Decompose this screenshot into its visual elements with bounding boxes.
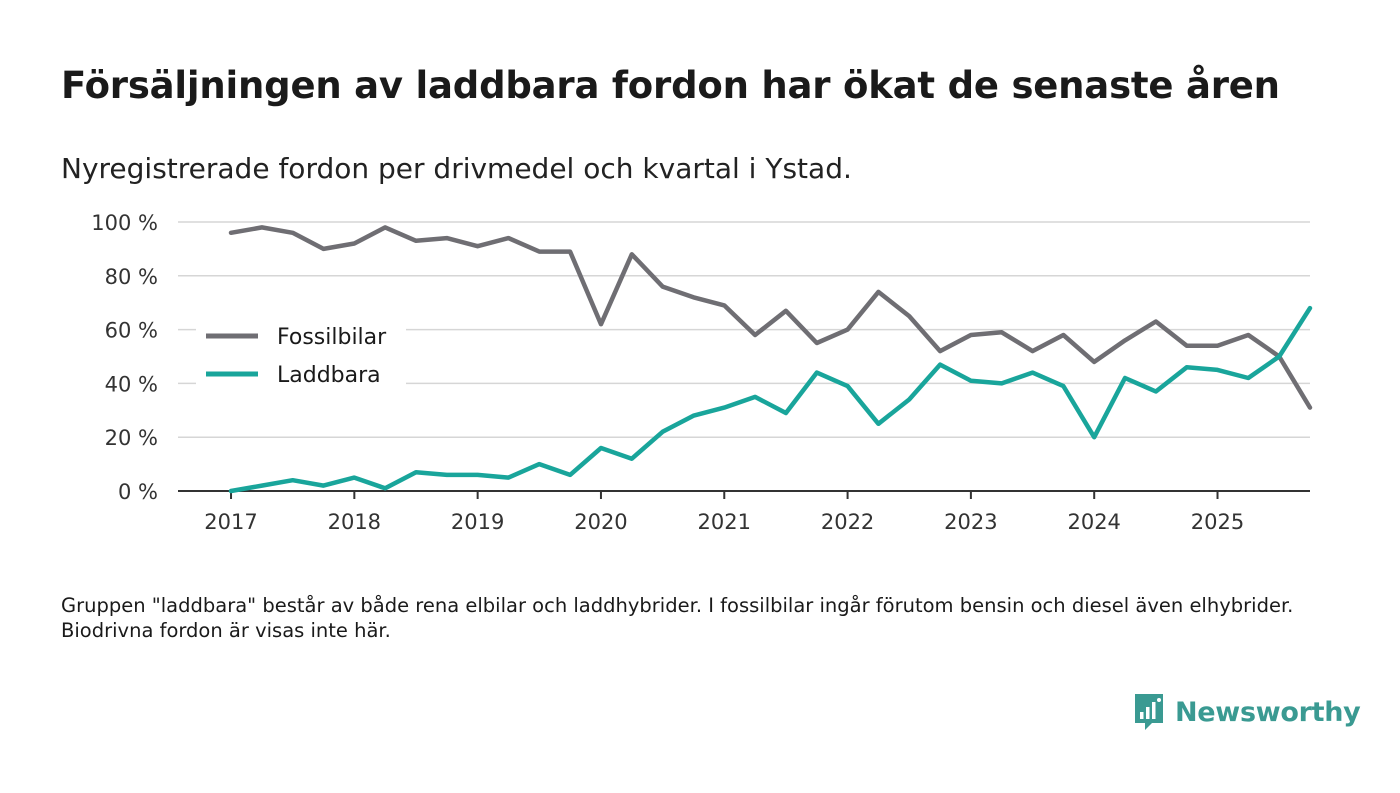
- y-tick-label: 100 %: [91, 211, 158, 235]
- x-tick-label: 2020: [574, 510, 627, 534]
- chart-title: Försäljningen av laddbara fordon har öka…: [61, 64, 1280, 107]
- y-tick-label: 80 %: [105, 265, 158, 289]
- chart-footnote: Gruppen "laddbara" består av både rena e…: [61, 594, 1294, 642]
- legend: Fossilbilar Laddbara: [196, 315, 406, 397]
- y-tick-label: 40 %: [105, 372, 158, 396]
- x-axis: 2017 2018 2019 2020 2021 2022 2023 2024 2025: [178, 490, 1310, 534]
- x-tick-label: 2023: [944, 510, 997, 534]
- x-tick-label: 2019: [451, 510, 504, 534]
- chart-subtitle: Nyregistrerade fordon per drivmedel och …: [61, 152, 852, 185]
- x-tick-label: 2018: [328, 510, 381, 534]
- legend-background: [196, 315, 406, 397]
- y-tick-label: 20 %: [105, 426, 158, 450]
- x-tick-label: 2017: [204, 510, 257, 534]
- x-tick-label: 2021: [698, 510, 751, 534]
- newsworthy-logo-icon: [1135, 694, 1163, 730]
- y-tick-label: 0 %: [118, 480, 158, 504]
- series-line-fossilbilar: [228, 225, 1313, 410]
- legend-label: Laddbara: [277, 363, 381, 388]
- series-line-laddbara: [228, 305, 1313, 494]
- x-tick-label: 2024: [1067, 510, 1120, 534]
- series-lines: [228, 225, 1313, 494]
- y-axis-labels: 0 % 20 % 40 % 60 % 80 % 100 %: [91, 211, 158, 504]
- x-tick-label: 2022: [821, 510, 874, 534]
- y-tick-label: 60 %: [105, 319, 158, 343]
- legend-label: Fossilbilar: [277, 325, 387, 350]
- brand-name: Newsworthy: [1175, 696, 1361, 728]
- newsworthy-logo[interactable]: Newsworthy: [1132, 690, 1361, 734]
- x-tick-label: 2025: [1191, 510, 1244, 534]
